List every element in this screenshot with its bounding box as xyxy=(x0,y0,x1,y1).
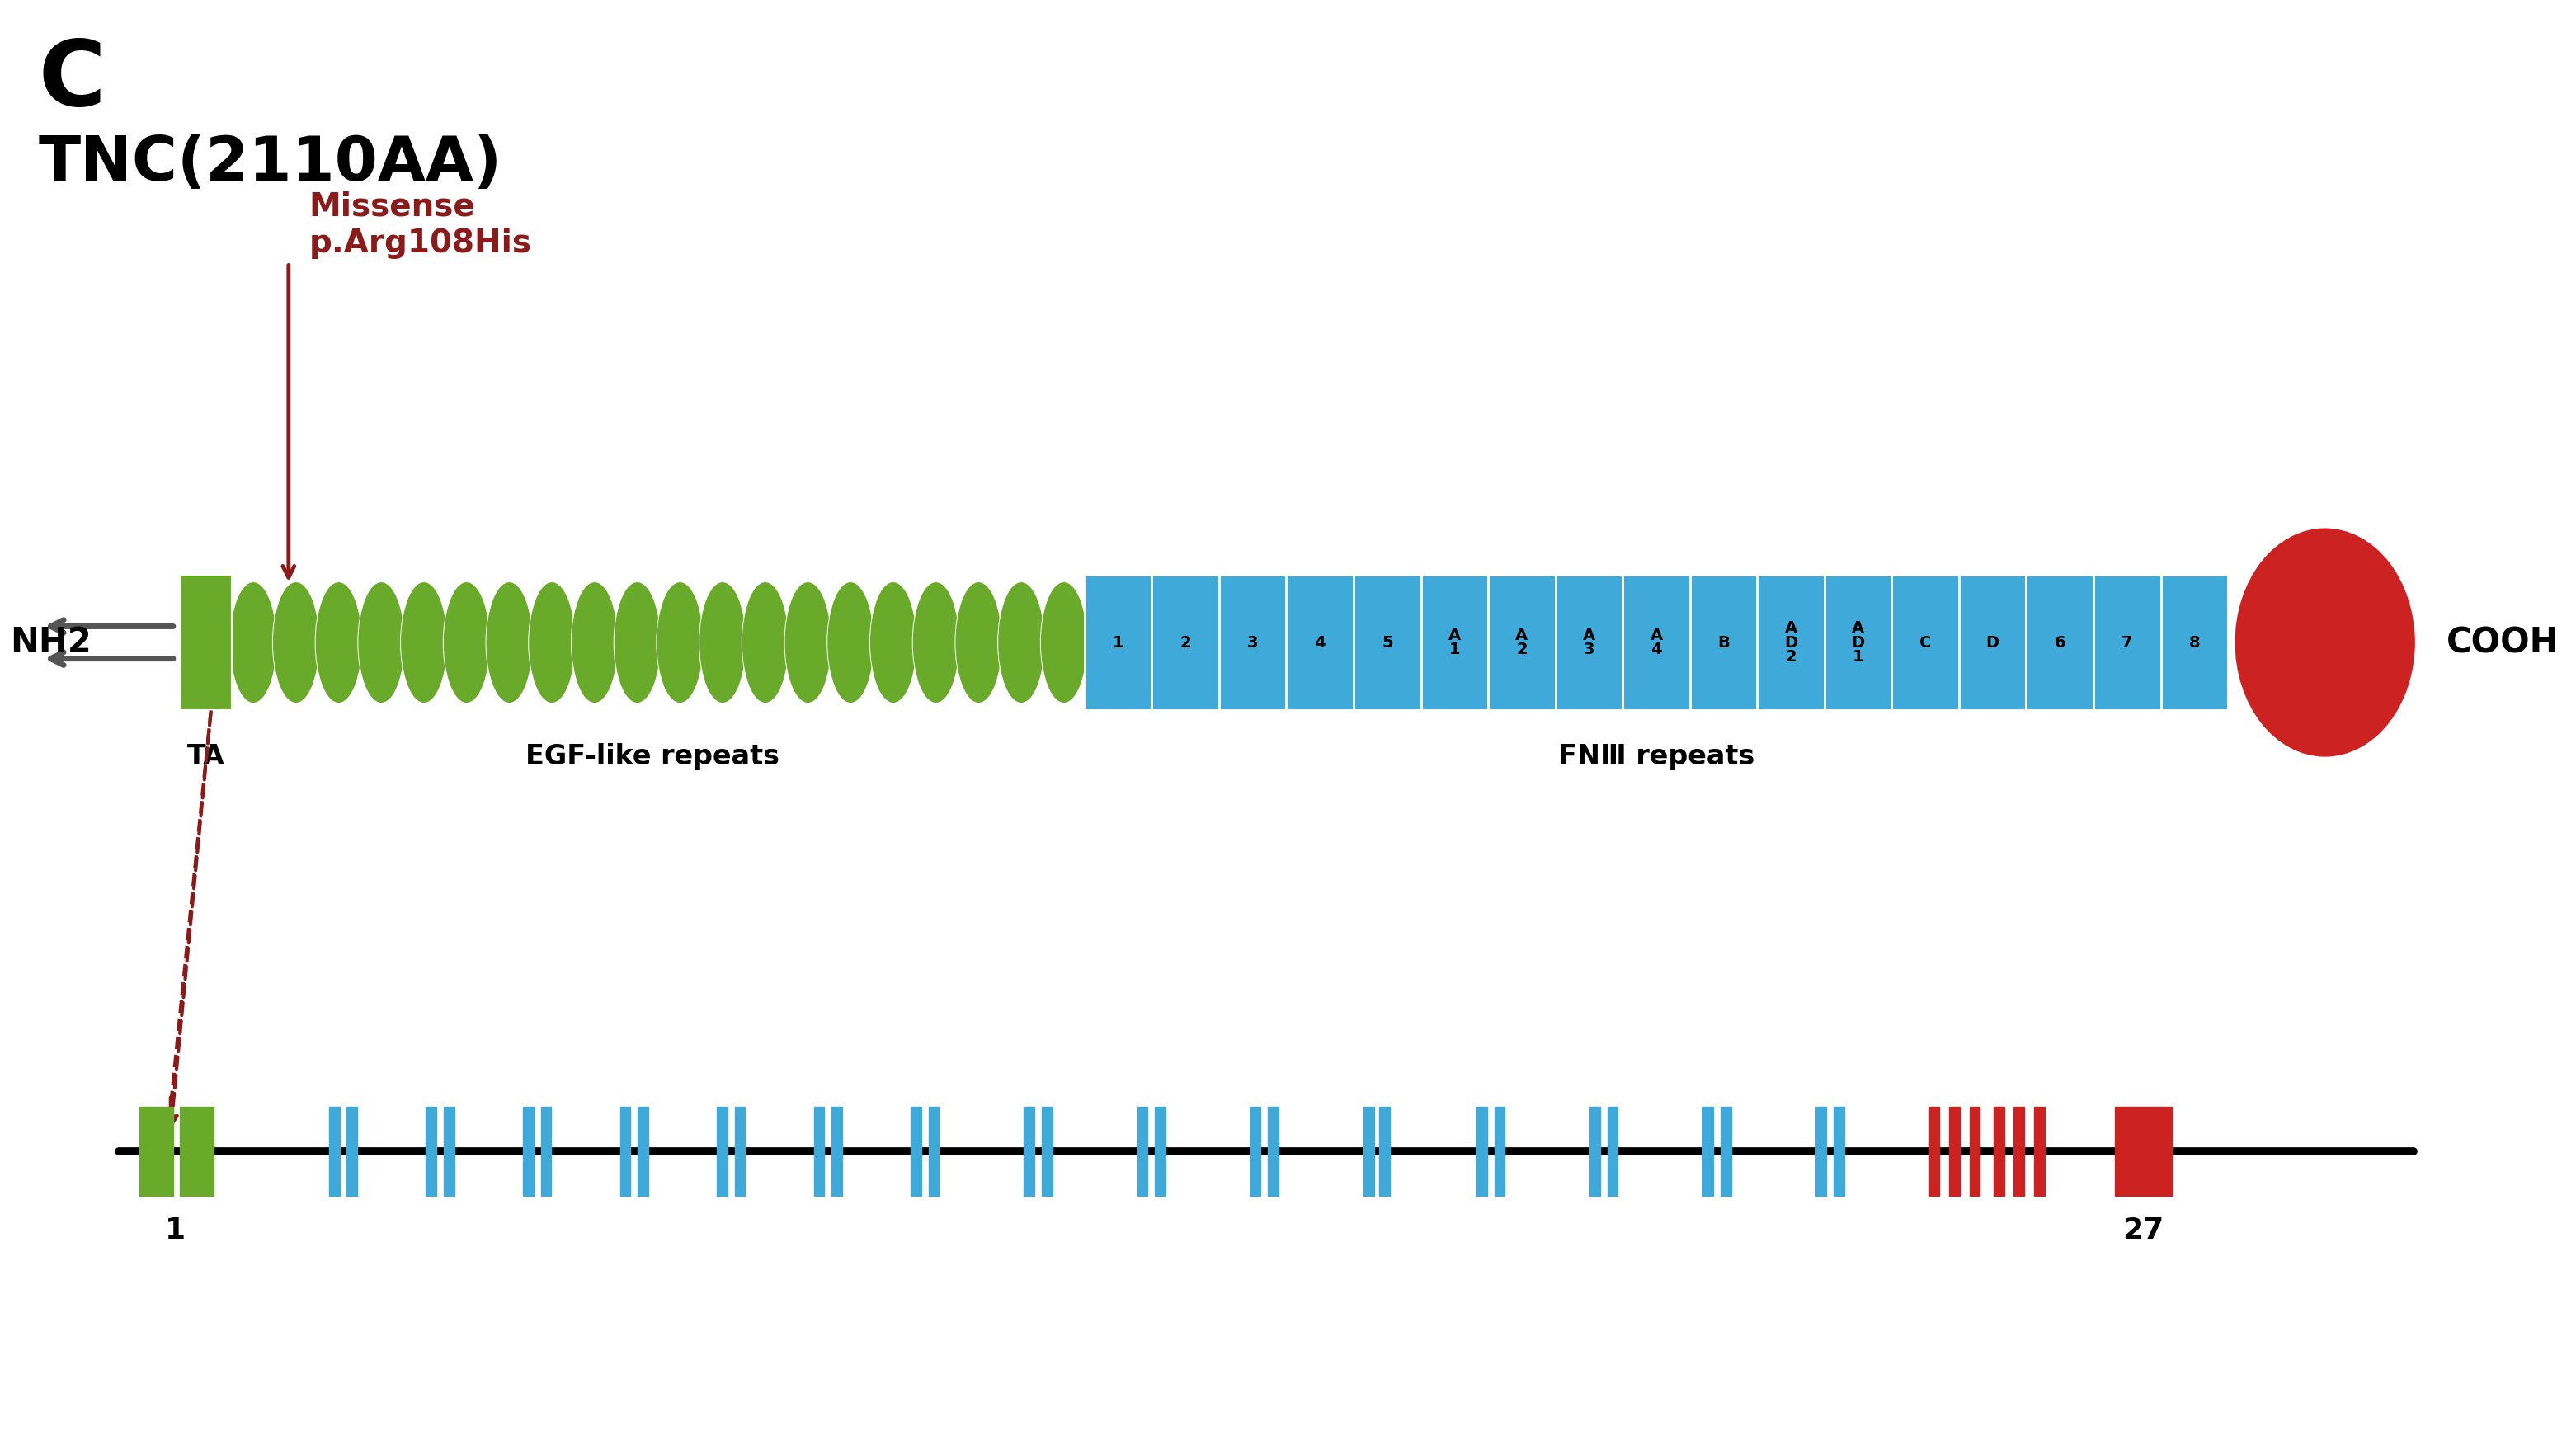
Bar xyxy=(541,1107,551,1195)
Bar xyxy=(927,1107,940,1195)
Text: C: C xyxy=(39,36,106,125)
Bar xyxy=(814,1107,824,1195)
Bar xyxy=(1971,1107,1981,1195)
Ellipse shape xyxy=(443,582,489,703)
Ellipse shape xyxy=(698,582,747,703)
Bar xyxy=(1363,1107,1373,1195)
Text: B: B xyxy=(1718,635,1728,651)
Bar xyxy=(425,1107,435,1195)
Text: A
4: A 4 xyxy=(1651,627,1662,658)
Bar xyxy=(330,1107,340,1195)
Bar xyxy=(1950,1107,1960,1195)
Text: C: C xyxy=(1919,635,1932,651)
Ellipse shape xyxy=(528,582,574,703)
Ellipse shape xyxy=(786,582,832,703)
Ellipse shape xyxy=(657,582,703,703)
Text: TA: TA xyxy=(188,743,224,769)
Bar xyxy=(1381,1107,1391,1195)
Bar xyxy=(1267,1107,1278,1195)
Text: A
D
1: A D 1 xyxy=(1852,620,1865,665)
Bar xyxy=(523,1107,533,1195)
Bar xyxy=(1929,1107,1940,1195)
Text: D: D xyxy=(1986,635,1999,651)
Text: 7: 7 xyxy=(2123,635,2133,651)
Bar xyxy=(832,1107,842,1195)
Ellipse shape xyxy=(572,582,618,703)
Bar xyxy=(1703,1107,1713,1195)
Ellipse shape xyxy=(229,582,276,703)
Ellipse shape xyxy=(742,582,788,703)
Bar xyxy=(1834,1107,1844,1195)
Ellipse shape xyxy=(399,582,448,703)
Bar xyxy=(2014,1107,2025,1195)
Ellipse shape xyxy=(2236,529,2414,755)
Ellipse shape xyxy=(613,582,659,703)
Ellipse shape xyxy=(912,582,958,703)
Bar xyxy=(621,1107,631,1195)
Bar xyxy=(1607,1107,1618,1195)
Text: A
D
2: A D 2 xyxy=(1785,620,1798,665)
Text: FNⅢ repeats: FNⅢ repeats xyxy=(1558,743,1754,769)
Text: 4: 4 xyxy=(1314,635,1327,651)
Bar xyxy=(180,1107,214,1195)
Ellipse shape xyxy=(273,582,319,703)
Bar xyxy=(1249,1107,1260,1195)
Text: NH2: NH2 xyxy=(10,625,90,659)
Bar xyxy=(443,1107,453,1195)
Ellipse shape xyxy=(827,582,873,703)
Ellipse shape xyxy=(997,582,1046,703)
Bar xyxy=(1721,1107,1731,1195)
Bar xyxy=(2115,1107,2172,1195)
Text: 6: 6 xyxy=(2053,635,2066,651)
Text: A
1: A 1 xyxy=(1448,627,1461,658)
Bar xyxy=(1023,1107,1036,1195)
Bar xyxy=(2035,1107,2045,1195)
Ellipse shape xyxy=(1041,582,1087,703)
Bar xyxy=(1994,1107,2004,1195)
Bar xyxy=(1476,1107,1486,1195)
Bar xyxy=(734,1107,744,1195)
Ellipse shape xyxy=(487,582,533,703)
Text: A
3: A 3 xyxy=(1582,627,1595,658)
Text: 5: 5 xyxy=(1381,635,1394,651)
Text: COOH: COOH xyxy=(2447,625,2558,659)
Bar xyxy=(1084,575,2228,710)
Bar xyxy=(1589,1107,1600,1195)
Text: 8: 8 xyxy=(2190,635,2200,651)
Bar xyxy=(348,1107,358,1195)
Ellipse shape xyxy=(871,582,917,703)
Bar xyxy=(639,1107,649,1195)
Bar xyxy=(912,1107,922,1195)
Ellipse shape xyxy=(314,582,363,703)
Bar xyxy=(1816,1107,1826,1195)
Text: A
2: A 2 xyxy=(1515,627,1528,658)
Text: 27: 27 xyxy=(2123,1216,2164,1245)
Bar xyxy=(1494,1107,1504,1195)
Text: 1: 1 xyxy=(1113,635,1123,651)
Text: 1: 1 xyxy=(165,1216,185,1245)
Bar xyxy=(139,1107,173,1195)
Bar xyxy=(180,575,232,710)
Text: Missense
p.Arg108His: Missense p.Arg108His xyxy=(309,191,531,259)
Bar xyxy=(1154,1107,1164,1195)
Text: EGF-like repeats: EGF-like repeats xyxy=(526,743,778,769)
Text: 3: 3 xyxy=(1247,635,1257,651)
Bar xyxy=(1041,1107,1051,1195)
Text: TNC(2110AA): TNC(2110AA) xyxy=(39,133,502,194)
Ellipse shape xyxy=(956,582,1002,703)
Ellipse shape xyxy=(358,582,404,703)
Bar xyxy=(1136,1107,1146,1195)
Bar xyxy=(716,1107,726,1195)
Text: 2: 2 xyxy=(1180,635,1190,651)
